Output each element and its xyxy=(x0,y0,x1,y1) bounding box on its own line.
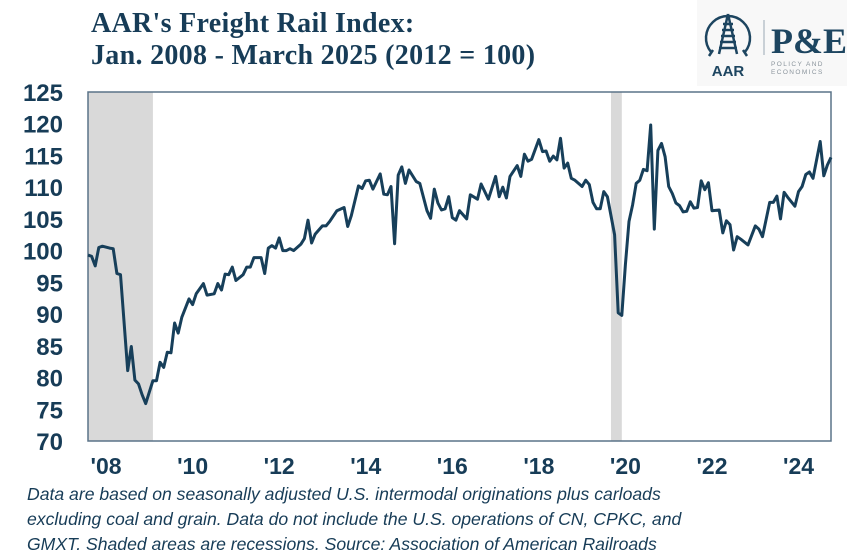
y-tick-label: 90 xyxy=(36,302,63,329)
plot-frame xyxy=(87,91,832,442)
x-tick-label: '18 xyxy=(523,453,554,479)
x-tick-label: '10 xyxy=(177,453,208,479)
x-tick-label: '22 xyxy=(696,453,727,479)
footnote-line-3: GMXT. Shaded areas are recessions. Sourc… xyxy=(27,534,657,554)
index-line xyxy=(87,123,833,406)
aar-logo-icon: AAR P&E POLICY AND ECONOMICS xyxy=(704,13,847,80)
chart-title-line-1: AAR's Freight Rail Index: xyxy=(91,8,415,39)
y-tick-label: 95 xyxy=(36,270,63,297)
y-tick-label: 75 xyxy=(36,397,63,424)
freight-rail-index-chart: 125 120 115 110 105 100 95 90 85 80 75 70 '08 '10 '12… xyxy=(23,80,833,479)
x-axis-ticks: '08 '10 '12 '14 '16 '18 '20 '22 '24 xyxy=(91,453,815,479)
y-tick-label: 80 xyxy=(36,366,63,393)
y-tick-label: 70 xyxy=(36,429,63,456)
y-axis-ticks: 125 120 115 110 105 100 95 90 85 80 75 70 xyxy=(23,80,63,456)
y-tick-label: 110 xyxy=(24,175,63,202)
recession-band xyxy=(88,92,153,441)
svg-text:ECONOMICS: ECONOMICS xyxy=(771,69,824,76)
svg-text:P&E: P&E xyxy=(771,21,847,61)
y-tick-label: 100 xyxy=(23,239,63,266)
y-tick-label: 120 xyxy=(23,112,63,139)
y-tick-label: 85 xyxy=(36,334,63,361)
footnote-line-1: Data are based on seasonally adjusted U.… xyxy=(27,484,661,504)
x-tick-label: '12 xyxy=(264,453,295,479)
svg-text:AAR: AAR xyxy=(712,63,745,80)
aar-pe-logo: AAR P&E POLICY AND ECONOMICS xyxy=(697,0,847,86)
x-tick-label: '14 xyxy=(350,453,381,479)
y-tick-label: 105 xyxy=(23,207,63,234)
footnote-line-2: excluding coal and grain. Data do not in… xyxy=(27,509,682,529)
chart-title-line-2: Jan. 2008 - March 2025 (2012 = 100) xyxy=(91,40,536,71)
x-tick-label: '16 xyxy=(437,453,468,479)
y-tick-label: 125 xyxy=(23,80,63,107)
x-tick-label: '24 xyxy=(783,453,814,479)
x-tick-label: '20 xyxy=(610,453,641,479)
svg-text:POLICY AND: POLICY AND xyxy=(771,61,824,68)
y-tick-label: 115 xyxy=(24,143,63,170)
x-tick-label: '08 xyxy=(91,453,122,479)
